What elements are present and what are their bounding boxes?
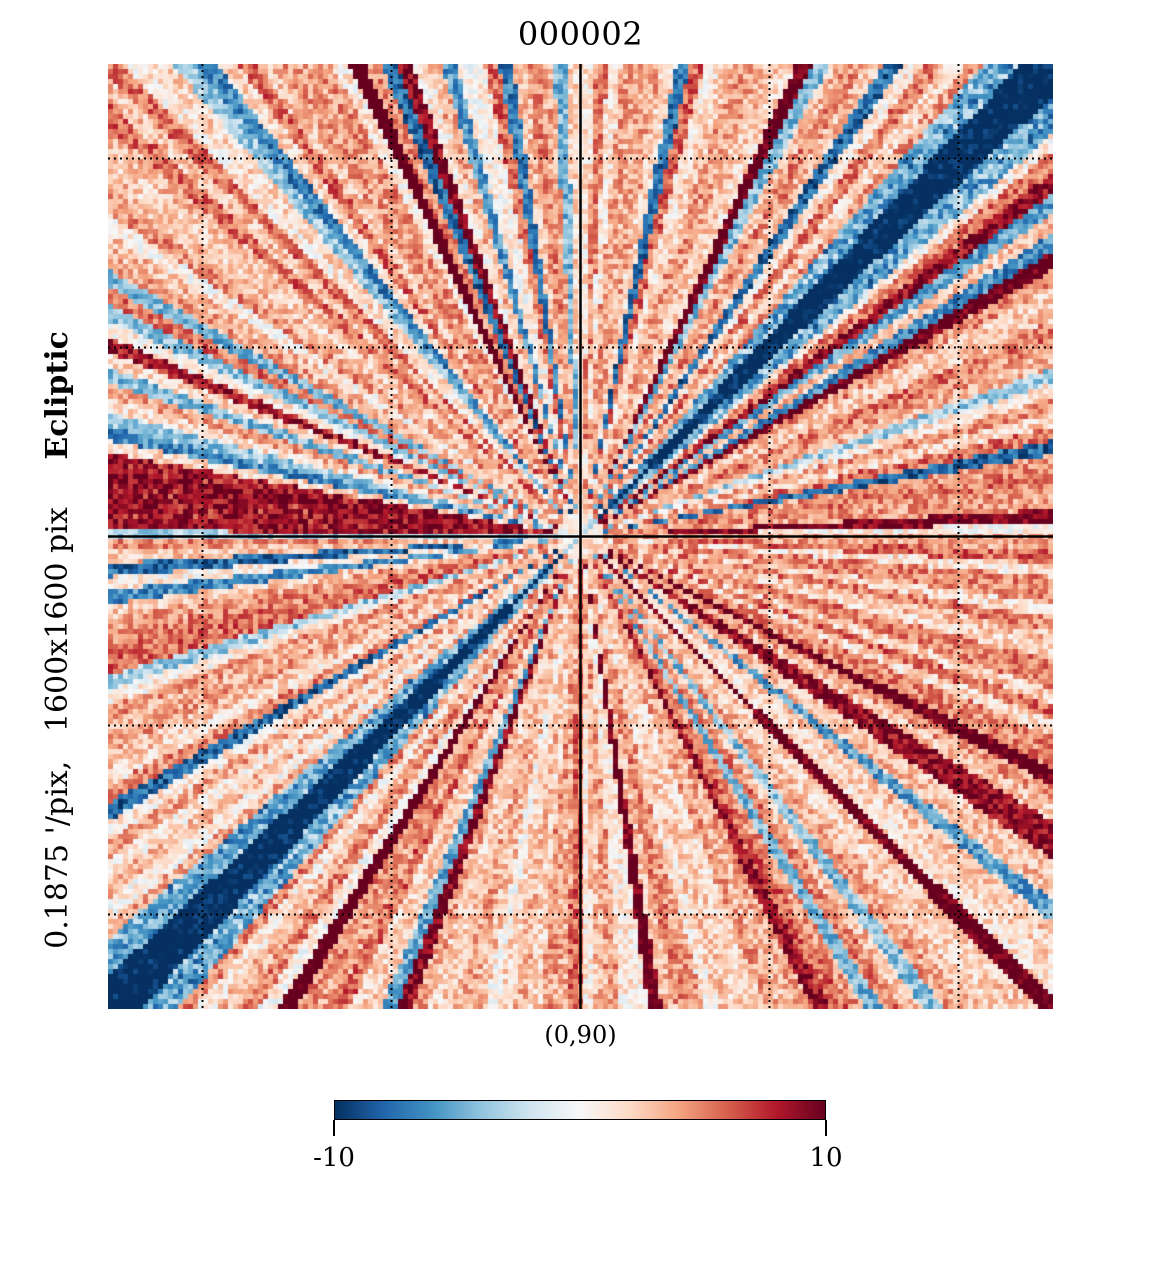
chart-title: 000002	[517, 15, 644, 53]
coordinate-system-label: Ecliptic	[40, 331, 75, 460]
size-label: 1600x1600 pix	[40, 507, 75, 733]
colorbar-min-tick	[333, 1120, 335, 1136]
colorbar-min-label: -10	[313, 1143, 355, 1173]
colorbar-max-label: 10	[809, 1143, 843, 1173]
map-panel	[108, 64, 1053, 1009]
center-coordinate-label: (0,90)	[544, 1021, 617, 1049]
map-info-label: 0.1875 '/pix, 1600x1600 pix Ecliptic	[40, 331, 76, 949]
colorbar-max-tick	[825, 1120, 827, 1136]
graticule-overlay	[108, 64, 1053, 1009]
resolution-label: 0.1875 '/pix,	[40, 760, 75, 949]
colorbar	[334, 1100, 826, 1120]
